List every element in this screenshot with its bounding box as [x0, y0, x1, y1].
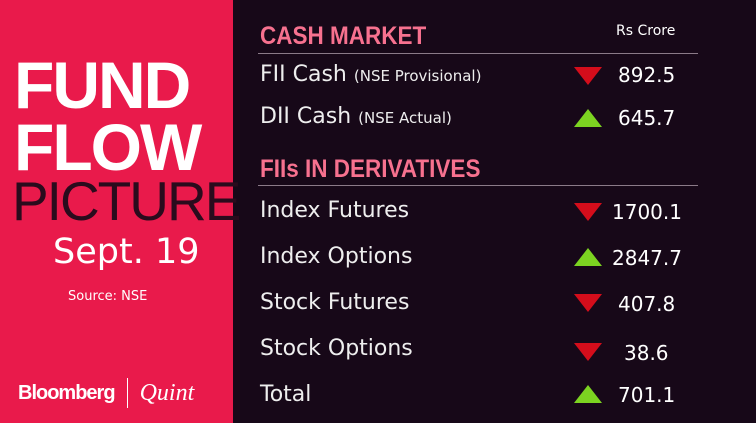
- up-arrow-icon: [574, 385, 602, 403]
- row-stock-futures: Stock Futures: [260, 290, 410, 315]
- down-arrow-icon: [574, 203, 602, 221]
- value: 645.7: [618, 106, 676, 130]
- down-arrow-icon: [574, 294, 602, 312]
- derivatives-heading: FIIs IN DERIVATIVES: [260, 155, 481, 183]
- value: 407.8: [618, 292, 676, 316]
- up-arrow-icon: [574, 248, 602, 266]
- down-arrow-icon: [574, 67, 602, 85]
- bloomberg-quint-logo: Bloomberg Quint: [18, 378, 194, 408]
- row-dii-cash: DII Cash (NSE Actual): [260, 104, 452, 129]
- value: 701.1: [618, 383, 676, 407]
- title-fund: FUND: [14, 48, 191, 122]
- value: 38.6: [624, 341, 669, 365]
- divider: [258, 53, 698, 54]
- source: Source: NSE: [68, 289, 148, 304]
- unit-label: Rs Crore: [616, 23, 676, 39]
- date: Sept. 19: [53, 232, 200, 272]
- cash-market-heading: CASH MARKET: [260, 22, 427, 50]
- up-arrow-icon: [574, 109, 602, 127]
- row-index-futures: Index Futures: [260, 198, 410, 223]
- down-arrow-icon: [574, 343, 602, 361]
- value: 892.5: [618, 63, 676, 87]
- title-picture: PICTURE: [12, 170, 241, 232]
- value: 1700.1: [612, 200, 682, 224]
- row-stock-options: Stock Options: [260, 336, 413, 361]
- row-fii-cash: FII Cash (NSE Provisional): [260, 62, 482, 87]
- row-total: Total: [260, 382, 312, 407]
- value: 2847.7: [612, 246, 682, 270]
- title-panel: FUND FLOW PICTURE Sept. 19 Source: NSE B…: [0, 0, 241, 423]
- title-flow: FLOW: [14, 110, 202, 184]
- divider: [258, 185, 698, 186]
- row-index-options: Index Options: [260, 244, 413, 269]
